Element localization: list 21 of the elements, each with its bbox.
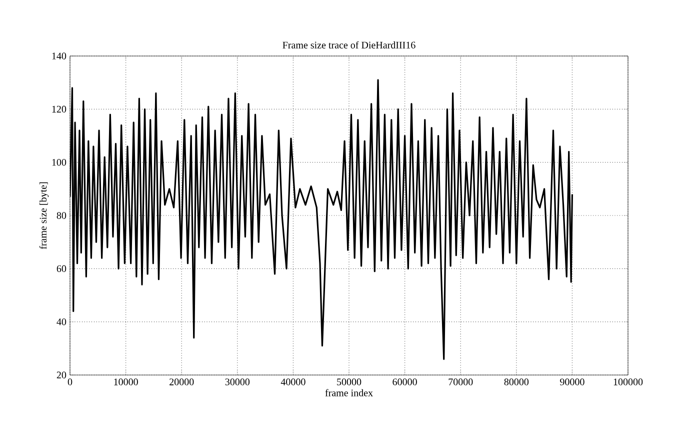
x-tick-label: 30000 [225, 378, 250, 386]
y-tick-label: 100 [52, 158, 66, 166]
y-tick-label: 20 [56, 372, 66, 378]
y-tick-label: 60 [56, 265, 66, 272]
y-tick-label: 140 [52, 52, 66, 60]
chart-title: Frame size trace of DieHardIII16 [282, 41, 416, 48]
x-axis-title: frame index [325, 389, 373, 396]
x-tick-label: 80000 [504, 378, 529, 386]
x-tick-label: 70000 [448, 378, 473, 386]
y-tick-label: 120 [52, 106, 66, 113]
x-tick-label: 10000 [114, 378, 138, 386]
x-tick-label: 100000 [614, 378, 643, 386]
x-tick-label: 0 [68, 378, 72, 386]
x-tick-label: 90000 [560, 378, 584, 386]
x-tick-label: 60000 [392, 378, 417, 386]
y-tick-label: 80 [56, 212, 66, 219]
x-tick-label: 50000 [337, 378, 362, 386]
x-tick-label: 40000 [280, 378, 306, 386]
y-axis-title: frame size [byte] [39, 182, 49, 250]
x-tick-label: 20000 [170, 378, 194, 386]
y-tick-label: 40 [56, 318, 66, 326]
